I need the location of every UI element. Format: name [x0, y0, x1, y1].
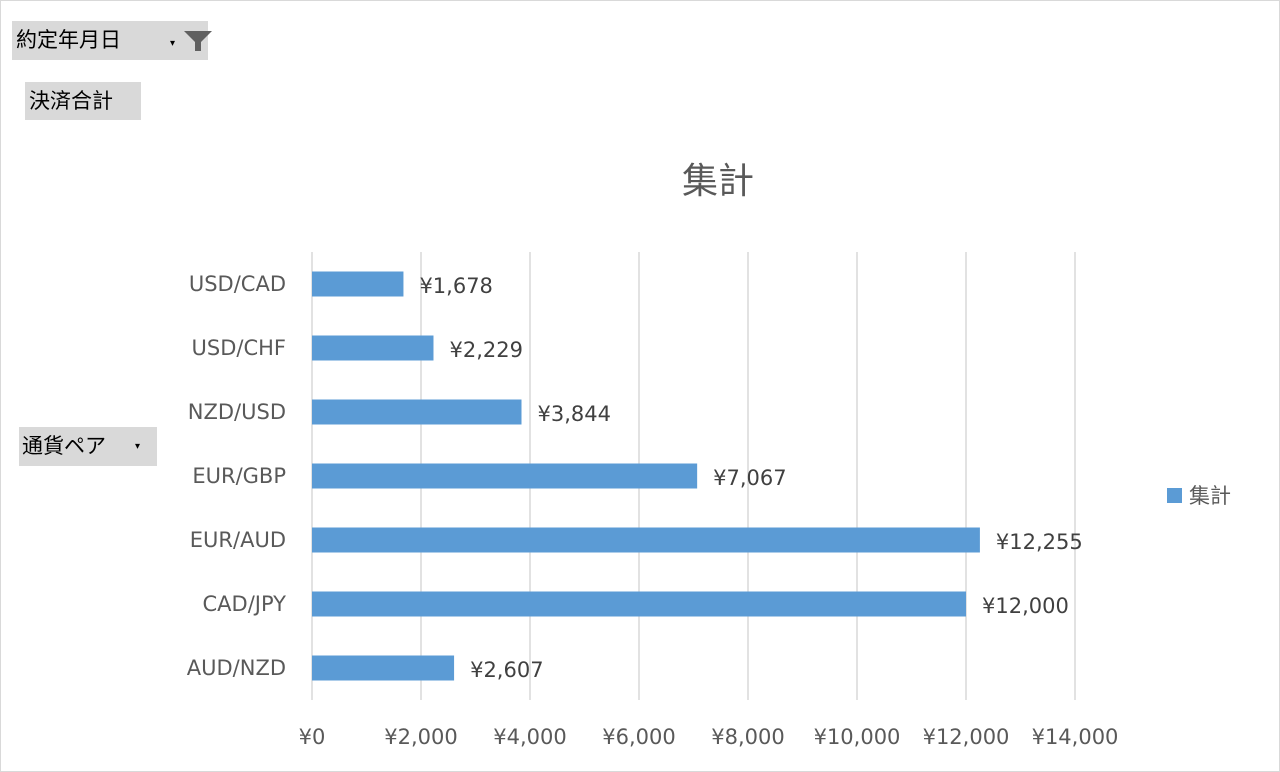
- data-label: ¥7,067: [713, 466, 786, 490]
- bar: [312, 335, 434, 361]
- filter-funnel-icon: [184, 31, 212, 51]
- bar: [312, 655, 455, 681]
- data-label: ¥1,678: [419, 274, 492, 298]
- data-label: ¥2,607: [470, 658, 543, 682]
- x-tick-label: ¥10,000: [814, 725, 901, 749]
- bar: [312, 591, 966, 617]
- category-label: AUD/NZD: [187, 656, 286, 680]
- category-label: EUR/AUD: [190, 528, 286, 552]
- x-tick-label: ¥2,000: [384, 725, 457, 749]
- category-label: NZD/USD: [188, 400, 286, 424]
- dropdown-arrow-icon: ▾: [135, 441, 141, 452]
- dropdown-arrow-icon: ▾: [170, 38, 176, 49]
- legend-label: 集計: [1189, 484, 1231, 508]
- data-label: ¥2,229: [449, 338, 522, 362]
- data-label: ¥12,255: [996, 530, 1083, 554]
- bar: [312, 399, 522, 425]
- x-tick-label: ¥6,000: [602, 725, 675, 749]
- bar: [312, 527, 980, 553]
- sum-field-button[interactable]: 決済合計: [25, 82, 141, 120]
- x-tick-label: ¥4,000: [493, 725, 566, 749]
- pair-field-label: 通貨ペア: [22, 434, 106, 458]
- category-label: CAD/JPY: [203, 592, 287, 616]
- data-label: ¥3,844: [537, 402, 610, 426]
- category-label: EUR/GBP: [192, 464, 286, 488]
- date-filter-label: 約定年月日: [16, 28, 121, 52]
- sum-field-label: 決済合計: [29, 88, 113, 113]
- chart-title: 集計: [682, 161, 754, 202]
- category-label: USD/CHF: [192, 336, 286, 360]
- category-label: USD/CAD: [189, 272, 286, 296]
- x-tick-label: ¥12,000: [923, 725, 1010, 749]
- date-filter-button[interactable]: 約定年月日 ▾: [12, 21, 212, 60]
- x-tick-label: ¥0: [299, 725, 326, 749]
- x-tick-label: ¥8,000: [711, 725, 784, 749]
- pair-field-button[interactable]: 通貨ペア ▾: [19, 427, 157, 466]
- x-tick-label: ¥14,000: [1032, 725, 1119, 749]
- data-label: ¥12,000: [982, 594, 1069, 618]
- legend-swatch: [1167, 488, 1182, 503]
- bar: [312, 463, 698, 489]
- bar: [312, 271, 404, 297]
